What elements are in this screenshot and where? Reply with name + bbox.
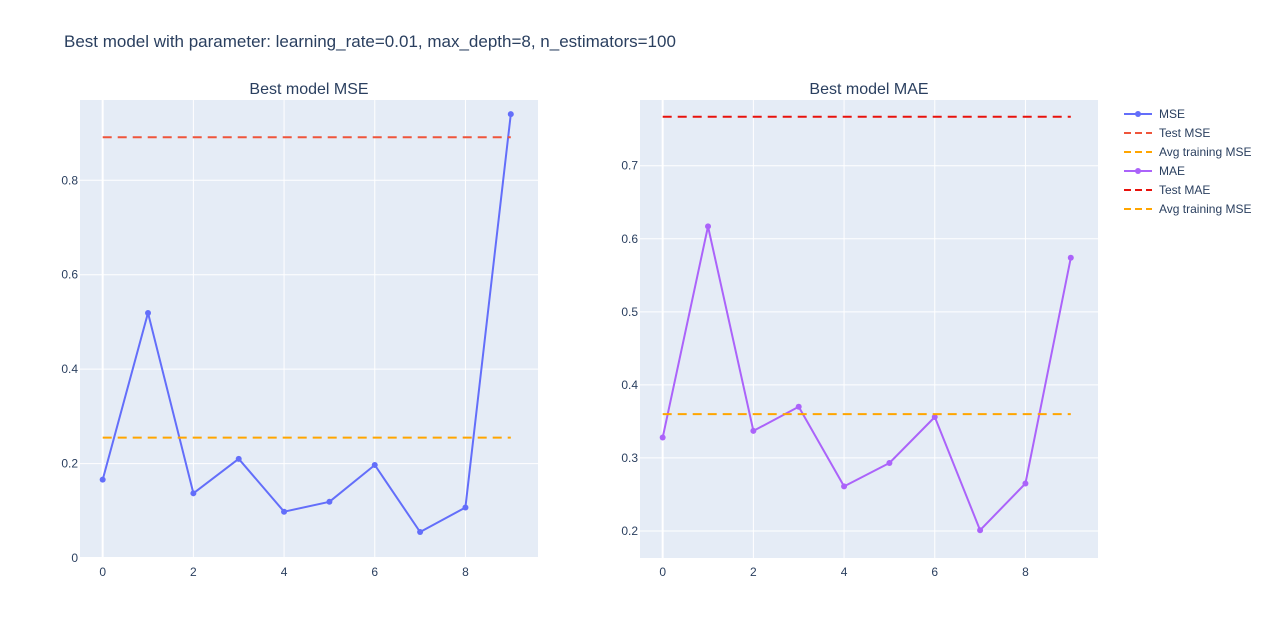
legend-item[interactable]: Test MAE	[1122, 180, 1252, 199]
y-tick-label: 0.7	[621, 159, 638, 173]
data-point	[886, 460, 893, 467]
legend-swatch	[1124, 110, 1152, 117]
y-tick-label: 0	[71, 551, 78, 565]
legend-label: Test MAE	[1159, 182, 1211, 197]
data-point	[1022, 480, 1029, 487]
legend-swatch	[1124, 167, 1152, 174]
data-point	[705, 223, 712, 230]
legend-swatch	[1124, 188, 1152, 191]
x-tick-label: 8	[1022, 565, 1029, 579]
legend-item[interactable]: MAE	[1122, 161, 1252, 180]
x-tick-label: 0	[659, 565, 666, 579]
y-tick-label: 0.8	[61, 173, 78, 187]
y-tick-label: 0.2	[61, 457, 78, 471]
y-tick-label: 0.6	[621, 232, 638, 246]
x-tick-label: 4	[841, 565, 848, 579]
legend-item[interactable]: MSE	[1122, 104, 1252, 123]
series-line-mse	[101, 114, 512, 533]
data-point	[99, 476, 106, 483]
data-point	[795, 403, 802, 410]
y-tick-label: 0.2	[621, 524, 638, 538]
y-tick-label: 0.4	[61, 362, 78, 376]
data-point	[659, 434, 666, 441]
data-point	[931, 414, 938, 421]
y-tick-label: 0.4	[621, 378, 638, 392]
main-title: Best model with parameter: learning_rate…	[64, 32, 676, 51]
x-tick-label: 2	[190, 565, 197, 579]
legend-swatch	[1124, 131, 1152, 134]
data-point	[326, 498, 333, 505]
legend-item[interactable]: Test MSE	[1122, 123, 1252, 142]
legend-item[interactable]: Avg training MSE	[1122, 199, 1252, 218]
x-tick-label: 4	[281, 565, 288, 579]
data-point	[281, 508, 288, 515]
x-tick-label: 6	[931, 565, 938, 579]
data-point	[235, 455, 242, 462]
y-tick-label: 0.3	[621, 451, 638, 465]
data-point	[371, 461, 378, 468]
subplot-title: Best model MAE	[809, 81, 928, 98]
legend-item[interactable]: Avg training MSE	[1122, 142, 1252, 161]
data-point	[977, 527, 984, 534]
x-tick-label: 6	[371, 565, 378, 579]
data-point	[750, 427, 757, 434]
data-point	[507, 111, 514, 118]
data-point	[417, 529, 424, 536]
legend-label: Test MSE	[1159, 125, 1211, 140]
x-tick-label: 2	[750, 565, 757, 579]
legend-label: MAE	[1159, 163, 1186, 178]
y-tick-label: 0.5	[621, 305, 638, 319]
legend-swatch	[1124, 207, 1152, 210]
data-point	[145, 309, 152, 316]
legend-label: Avg training MSE	[1159, 144, 1252, 159]
subplot-2: 0.2 0.3 0.4 0.5 0.6 0.7 0 2 4 6 8 Best model MAE	[621, 81, 1098, 579]
x-tick-label: 0	[99, 565, 106, 579]
legend-label: Avg training MSE	[1159, 201, 1252, 216]
x-tick-label: 8	[462, 565, 469, 579]
legend-swatch	[1124, 150, 1152, 153]
y-tick-label: 0.6	[61, 268, 78, 282]
plot-background	[640, 100, 1098, 558]
plot-background	[80, 100, 538, 558]
data-point	[841, 483, 848, 490]
subplot-1: 0 0.2 0.4 0.6 0.8 0 2 4 6 8 Best model MSE	[61, 81, 538, 579]
data-point	[1067, 254, 1074, 261]
data-point	[190, 490, 197, 497]
subplot-title: Best model MSE	[249, 81, 368, 98]
legend: MSE Test MSE Avg training MSE MAE Test MAE Av…	[1122, 104, 1252, 218]
data-point	[462, 504, 469, 511]
legend-label: MSE	[1159, 106, 1186, 121]
series-line-mae	[661, 225, 1072, 532]
